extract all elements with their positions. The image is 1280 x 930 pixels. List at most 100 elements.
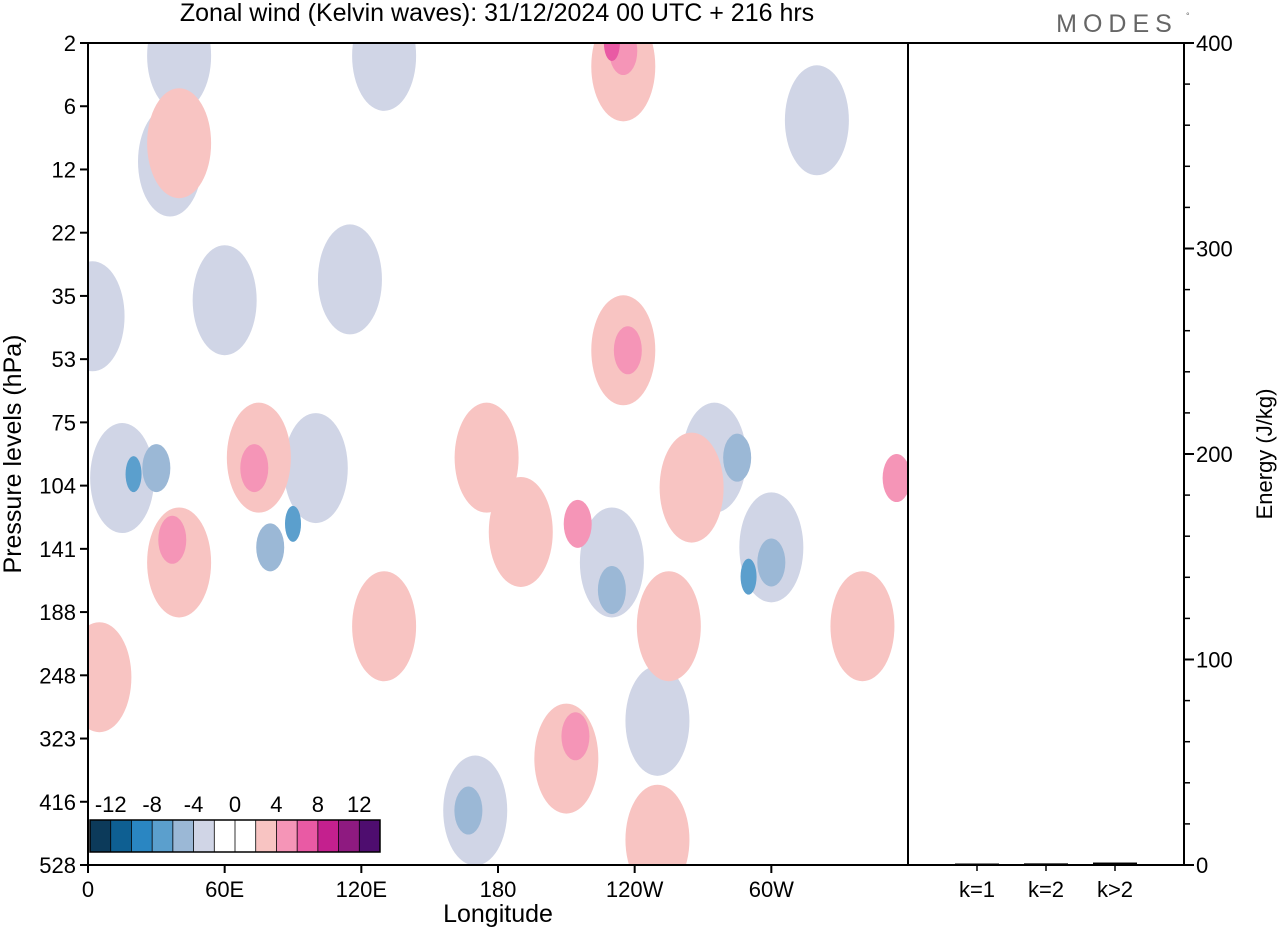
- energy-tick-label: 200: [1196, 442, 1233, 467]
- colorbar-swatch: [152, 820, 174, 852]
- westerly-anomaly-20: [636, 571, 701, 682]
- longitude-tick-label: 120W: [606, 877, 664, 902]
- easterly-anomaly-31: [723, 433, 752, 482]
- colorbar-label: -12: [95, 792, 127, 817]
- colorbar-swatch: [235, 820, 257, 852]
- colorbar-swatch: [338, 820, 360, 852]
- colorbar-swatch: [297, 820, 319, 852]
- pressure-tick-label: 248: [39, 663, 76, 688]
- colorbar-swatch: [110, 820, 132, 852]
- easterly-anomaly-0: [88, 261, 125, 372]
- longitude-axis: 0 60E 120E 180 120W 60W: [82, 865, 794, 902]
- colorbar-label: 8: [312, 792, 324, 817]
- longitude-tick-label: 120E: [336, 877, 387, 902]
- easterly-anomaly-9: [625, 665, 690, 776]
- pressure-tick-label: 6: [64, 94, 76, 119]
- westerly-anomaly-19: [659, 432, 724, 543]
- westerly-anomaly-15: [88, 622, 132, 733]
- pressure-tick-label: 528: [39, 853, 76, 878]
- pressure-tick-label: 416: [39, 790, 76, 815]
- energy-tick-label: 300: [1196, 237, 1233, 262]
- modes-logo: MODES °: [1056, 10, 1190, 38]
- colorbar-frame: [89, 819, 381, 853]
- energy-tick-label: 0: [1196, 853, 1208, 878]
- westerly-anomaly-23: [830, 571, 895, 682]
- pressure-tick-label: 104: [39, 474, 76, 499]
- colorbar-label: 12: [347, 792, 371, 817]
- longitude-tick-label: 0: [82, 877, 94, 902]
- pressure-tick-label: 2: [64, 31, 76, 56]
- easterly-anomaly-32: [757, 538, 786, 587]
- pressure-tick-label: 22: [52, 221, 76, 246]
- longitude-tick-label: 60W: [749, 877, 794, 902]
- colorbar-label: -4: [184, 792, 204, 817]
- westerly-anomaly-16: [488, 476, 553, 587]
- colorbar-swatch: [193, 820, 215, 852]
- colorbar-label: 4: [270, 792, 282, 817]
- easterly-anomaly-28: [142, 444, 171, 493]
- contour-field: [88, 43, 908, 865]
- colorbar-swatch: [276, 820, 298, 852]
- energy-bar: [1093, 862, 1137, 865]
- easterly-anomaly-43: [740, 558, 757, 595]
- westerly-anomaly-34: [563, 499, 592, 548]
- pressure-tick-label: 12: [52, 157, 76, 182]
- energy-bars: k=1 k=2 k>2: [955, 862, 1137, 902]
- chart-title: Zonal wind (Kelvin waves): 31/12/2024 00…: [180, 0, 814, 27]
- easterly-anomaly-5: [283, 413, 348, 524]
- longitude-tick-label: 180: [480, 877, 517, 902]
- easterly-anomaly-1: [192, 245, 257, 356]
- energy-axis-label: Energy (J/kg): [1252, 389, 1277, 520]
- colorbar-swatch: [90, 820, 112, 852]
- westerly-anomaly-24: [591, 43, 656, 122]
- westerly-anomaly-37: [240, 444, 269, 493]
- westerly-anomaly-38: [613, 326, 642, 375]
- westerly-anomaly-39: [561, 712, 590, 761]
- energy-category-label: k=2: [1028, 877, 1064, 902]
- y-axis-label: Pressure levels (hPa): [0, 335, 27, 574]
- easterly-anomaly-6: [317, 224, 382, 335]
- westerly-anomaly-36: [882, 454, 908, 503]
- easterly-anomaly-7: [352, 43, 417, 111]
- colorbar-swatch: [317, 820, 339, 852]
- westerly-anomaly-25: [147, 88, 212, 199]
- westerly-anomaly-26: [352, 571, 417, 682]
- energy-bar: [1024, 863, 1068, 865]
- pressure-tick-label: 323: [39, 727, 76, 752]
- easterly-anomaly-29: [256, 523, 285, 572]
- colorbar-swatch: [359, 820, 381, 852]
- westerly-anomaly-17: [454, 402, 519, 513]
- energy-category-label: k>2: [1097, 877, 1133, 902]
- pressure-tick-label: 53: [52, 347, 76, 372]
- energy-tick-label: 400: [1196, 31, 1233, 56]
- easterly-anomaly-4: [90, 423, 155, 534]
- colorbar-swatch: [214, 820, 236, 852]
- colorbar-swatch: [131, 820, 153, 852]
- modes-logo-mark: °: [1186, 11, 1190, 21]
- colorbar-label: 0: [229, 792, 241, 817]
- easterly-anomaly-41: [125, 456, 142, 493]
- westerly-anomaly-44: [603, 43, 620, 61]
- energy-tick-label: 100: [1196, 648, 1233, 673]
- easterly-anomaly-30: [597, 565, 626, 614]
- energy-bar: [955, 863, 999, 865]
- easterly-anomaly-33: [454, 786, 483, 835]
- westerly-anomaly-40: [158, 515, 187, 564]
- energy-category-label: k=1: [959, 877, 995, 902]
- pressure-tick-label: 141: [39, 537, 76, 562]
- energy-plot-frame: [907, 42, 1185, 866]
- easterly-anomaly-42: [285, 505, 301, 542]
- pressure-axis: 2 6 12 22 35 53 75 104 141 188 248 323 416 528: [39, 31, 88, 878]
- pressure-tick-label: 75: [52, 410, 76, 435]
- modes-logo-text: MODES: [1056, 10, 1178, 38]
- colorbar-legend: -12 -8 -4 0 4 8 12: [89, 792, 381, 853]
- easterly-anomaly-13: [784, 65, 849, 176]
- longitude-tick-label: 60E: [205, 877, 244, 902]
- pressure-tick-label: 35: [52, 284, 76, 309]
- colorbar-swatch: [255, 820, 277, 852]
- x-axis-label: Longitude: [443, 900, 553, 928]
- colorbar-label: -8: [142, 792, 162, 817]
- colorbar-swatch: [172, 820, 194, 852]
- westerly-anomaly-22: [625, 784, 690, 865]
